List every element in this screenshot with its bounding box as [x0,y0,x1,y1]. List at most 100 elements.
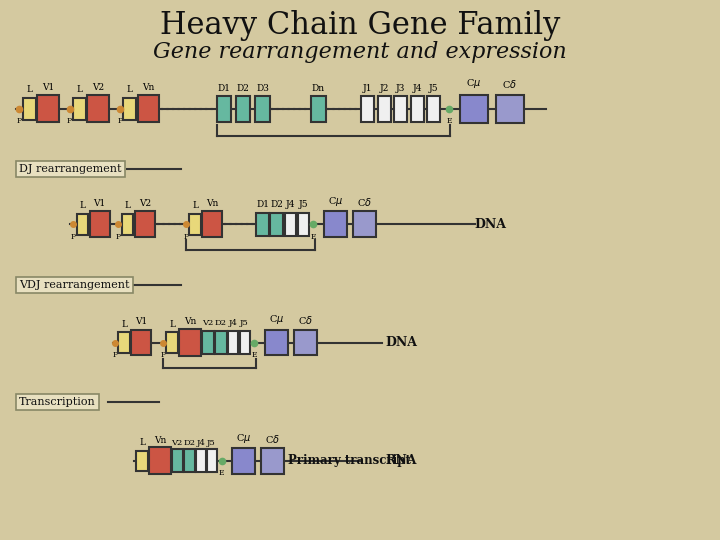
Text: V1: V1 [94,199,106,208]
Text: Vn: Vn [206,199,218,208]
FancyBboxPatch shape [294,329,317,355]
Text: D2: D2 [271,200,283,210]
FancyBboxPatch shape [202,330,214,354]
FancyBboxPatch shape [149,447,171,474]
FancyBboxPatch shape [496,95,523,123]
Text: V1: V1 [135,318,148,326]
FancyBboxPatch shape [184,449,195,472]
FancyBboxPatch shape [236,96,251,122]
Text: P: P [161,350,166,359]
Text: V2: V2 [202,320,214,327]
Text: J5: J5 [299,200,308,210]
FancyBboxPatch shape [89,212,109,237]
FancyBboxPatch shape [261,448,284,474]
Text: Vn: Vn [153,436,166,444]
Text: J4: J4 [286,200,295,210]
FancyBboxPatch shape [87,96,109,122]
FancyBboxPatch shape [215,330,227,354]
FancyBboxPatch shape [136,450,148,471]
FancyBboxPatch shape [266,329,288,355]
FancyBboxPatch shape [378,96,391,122]
Text: L: L [125,201,130,211]
Text: Gene rearrangement and expression: Gene rearrangement and expression [153,42,567,63]
FancyBboxPatch shape [172,449,183,472]
FancyBboxPatch shape [284,213,296,236]
FancyBboxPatch shape [353,212,376,237]
Text: L: L [139,438,145,447]
Text: C$\delta$: C$\delta$ [298,314,313,326]
FancyBboxPatch shape [233,448,256,474]
Text: L: L [76,85,83,94]
FancyBboxPatch shape [411,96,424,122]
Text: C$\mu$: C$\mu$ [236,431,251,444]
FancyBboxPatch shape [73,98,86,119]
FancyBboxPatch shape [166,332,178,353]
FancyBboxPatch shape [118,332,130,353]
FancyBboxPatch shape [324,212,347,237]
FancyBboxPatch shape [207,449,217,472]
FancyBboxPatch shape [240,330,250,354]
Text: D1: D1 [217,84,230,93]
Text: VDJ rearrangement: VDJ rearrangement [19,280,130,290]
Text: P: P [17,117,22,125]
Text: V1: V1 [42,83,54,92]
FancyBboxPatch shape [256,213,269,236]
Text: C$\mu$: C$\mu$ [328,195,343,208]
FancyBboxPatch shape [77,214,88,234]
Text: V2: V2 [92,83,104,92]
Text: L: L [127,85,132,94]
FancyBboxPatch shape [179,329,201,356]
FancyBboxPatch shape [138,96,159,122]
Text: Heavy Chain Gene Family: Heavy Chain Gene Family [160,10,560,41]
Text: J5: J5 [240,320,249,327]
Text: C$\delta$: C$\delta$ [265,433,280,444]
Text: D3: D3 [256,84,269,93]
Text: P: P [67,117,72,125]
FancyBboxPatch shape [256,96,269,122]
FancyBboxPatch shape [37,96,59,122]
Text: V2: V2 [171,438,183,447]
Text: L: L [79,201,86,211]
Text: V2: V2 [139,199,151,208]
Text: C$\mu$: C$\mu$ [269,313,284,326]
FancyBboxPatch shape [311,96,325,122]
Text: E: E [251,350,256,359]
Text: L: L [27,85,32,94]
FancyBboxPatch shape [23,98,36,119]
Text: RNA: RNA [385,454,417,467]
FancyBboxPatch shape [361,96,374,122]
FancyBboxPatch shape [135,212,155,237]
Text: J1: J1 [363,84,373,93]
Text: Transcription: Transcription [19,397,96,407]
FancyBboxPatch shape [428,96,441,122]
FancyBboxPatch shape [228,330,238,354]
Text: DNA: DNA [385,336,417,349]
Text: P: P [116,233,121,241]
Text: Vn: Vn [143,83,155,92]
Text: P: P [183,233,188,241]
FancyBboxPatch shape [395,96,408,122]
Text: D1: D1 [256,200,269,210]
Text: J4: J4 [197,438,205,447]
Text: E: E [446,117,451,125]
FancyBboxPatch shape [202,212,222,237]
FancyBboxPatch shape [460,95,487,123]
Text: J3: J3 [396,84,405,93]
Text: C$\delta$: C$\delta$ [357,196,372,208]
FancyBboxPatch shape [217,96,231,122]
FancyBboxPatch shape [122,214,133,234]
FancyBboxPatch shape [270,213,283,236]
FancyBboxPatch shape [123,98,136,119]
FancyBboxPatch shape [189,214,201,234]
Text: C$\mu$: C$\mu$ [467,77,482,90]
Text: J4: J4 [229,320,238,327]
FancyBboxPatch shape [197,449,206,472]
Text: DJ rearrangement: DJ rearrangement [19,164,122,174]
Text: P: P [71,233,76,241]
Text: D2: D2 [215,320,227,327]
Text: E: E [310,233,316,241]
Text: J2: J2 [379,84,389,93]
FancyBboxPatch shape [131,329,151,355]
Text: Primary transcript: Primary transcript [288,454,411,467]
Text: J5: J5 [429,84,438,93]
